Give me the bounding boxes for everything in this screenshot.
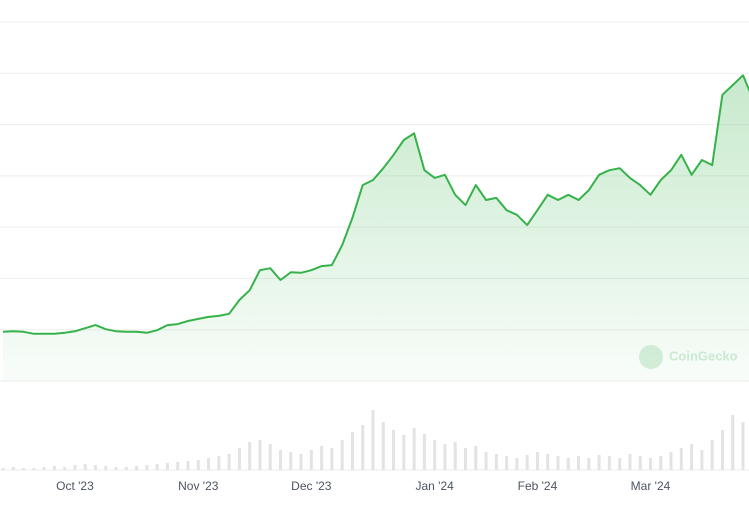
- watermark: CoinGecko: [639, 345, 738, 369]
- volume-bar: [556, 456, 560, 470]
- volume-bar: [63, 467, 67, 470]
- volume-bar: [464, 448, 467, 470]
- volume-bar: [114, 467, 118, 470]
- volume-bar: [505, 456, 509, 470]
- volume-bar: [484, 452, 488, 470]
- volume-bar: [402, 435, 406, 470]
- volume-bar: [422, 434, 426, 470]
- x-tick-label: Jan '24: [416, 479, 455, 493]
- volume-bar: [731, 415, 735, 470]
- volume-bar: [669, 452, 673, 470]
- volume-bar: [474, 446, 478, 470]
- watermark-text: CoinGecko: [669, 348, 738, 363]
- volume-bar: [659, 456, 663, 470]
- volume-bar: [196, 460, 200, 470]
- x-tick-label: Dec '23: [291, 479, 332, 493]
- volume-bar: [628, 454, 632, 470]
- volume-bar: [124, 467, 128, 470]
- volume-bar: [94, 465, 97, 470]
- volume-bar: [700, 450, 704, 470]
- volume-bar: [320, 446, 324, 470]
- volume-bar: [145, 465, 149, 470]
- volume-bar: [227, 454, 231, 470]
- volume-bar: [1, 468, 5, 470]
- volume-bar: [289, 452, 293, 470]
- volume-bar: [618, 458, 622, 470]
- volume-bar: [371, 410, 375, 470]
- volume-bar: [155, 464, 159, 470]
- volume-bar: [649, 458, 652, 470]
- volume-bar: [412, 428, 416, 470]
- volume-bar: [258, 440, 262, 470]
- volume-bar: [566, 458, 570, 470]
- volume-bar: [32, 468, 36, 470]
- volume-bar: [186, 461, 190, 470]
- volume-bar: [741, 422, 745, 470]
- volume-bar: [577, 456, 581, 470]
- price-line: [2, 74, 749, 335]
- volume-bar: [607, 456, 611, 470]
- volume-bar: [309, 450, 313, 470]
- price-area: [3, 75, 749, 381]
- volume-bar: [525, 455, 529, 470]
- x-tick-label: Mar '24: [631, 479, 671, 493]
- volume-bar: [515, 458, 519, 470]
- volume-bar: [535, 452, 539, 470]
- volume-bar: [361, 425, 365, 470]
- volume-bar: [679, 448, 683, 470]
- volume-bar: [207, 458, 211, 470]
- volume-bar: [330, 448, 334, 470]
- volume-bar: [638, 456, 642, 470]
- volume-bar: [350, 432, 354, 470]
- x-tick-label: Feb '24: [518, 479, 558, 493]
- volume-bar: [83, 464, 87, 470]
- volume-bar: [176, 462, 180, 470]
- volume-bar: [546, 454, 550, 470]
- volume-bar: [690, 444, 694, 470]
- x-tick-label: Oct '23: [56, 479, 94, 493]
- volume-bar: [720, 430, 724, 470]
- volume-bar: [443, 444, 447, 470]
- volume-bar: [165, 463, 169, 470]
- volume-bar: [279, 450, 282, 470]
- volume-bar: [433, 440, 437, 470]
- volume-bar: [42, 467, 46, 470]
- volume-bar: [22, 468, 26, 470]
- volume-bar: [248, 442, 252, 470]
- volume-bar: [104, 466, 108, 470]
- volume-bar: [73, 465, 77, 470]
- volume-bar: [237, 448, 241, 470]
- volume-bar: [135, 466, 139, 470]
- volume-bar: [52, 466, 56, 470]
- volume-bar: [710, 440, 714, 470]
- volume-bar: [340, 440, 344, 470]
- volume-bar: [217, 456, 221, 470]
- volume-bar: [597, 455, 601, 470]
- volume-bar: [268, 444, 272, 470]
- volume-bar: [494, 454, 498, 470]
- x-tick-label: Nov '23: [178, 479, 219, 493]
- volume-bar: [453, 442, 457, 470]
- volume-bar: [392, 430, 396, 470]
- volume-bar: [11, 467, 15, 470]
- volume-bar: [381, 422, 385, 470]
- volume-bar: [587, 458, 591, 470]
- volume-bar: [299, 454, 303, 470]
